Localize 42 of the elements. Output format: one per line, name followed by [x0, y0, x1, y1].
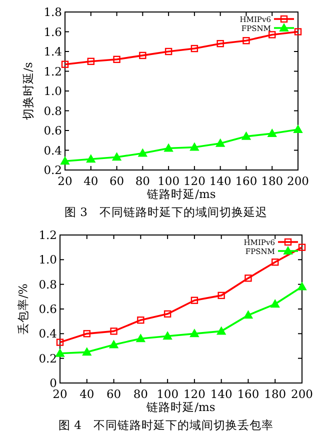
x-axis-title: 链路时延/ms — [146, 400, 216, 414]
x-tick-label: 180 — [264, 387, 286, 401]
x-tick-label: 40 — [80, 387, 94, 401]
y-tick-label: 1.8 — [44, 5, 62, 19]
y-tick-label: 0.4 — [44, 143, 62, 158]
x-tick-label: 20 — [52, 387, 68, 401]
x-tick-label: 200 — [291, 387, 313, 401]
caption: 图 3 不同链路时延下的域间切换延迟 — [64, 205, 268, 219]
x-tick-label: 60 — [109, 174, 124, 188]
y-tick-label: 1.2 — [38, 228, 57, 242]
y-axis-title: 丢包率/% — [16, 284, 30, 334]
x-tick-label: 80 — [135, 174, 150, 188]
x-tick-label: 160 — [235, 174, 258, 188]
y-tick-label: 0.4 — [38, 326, 57, 341]
y-tick-label: 0.6 — [44, 124, 62, 138]
x-tick-label: 120 — [183, 387, 206, 401]
y-tick-label: 0 — [50, 376, 57, 390]
y-tick-label: 1.2 — [44, 64, 62, 78]
y-tick-label: 1.0 — [38, 252, 57, 267]
x-tick-label: 100 — [158, 174, 180, 188]
y-tick-label: 0.8 — [44, 104, 62, 118]
x-axis-title: 链路时延/ms — [146, 187, 216, 201]
caption: 图 4 不同链路时延下的域间切换丢包率 — [58, 418, 274, 432]
y-tick-label: 1.0 — [44, 84, 62, 98]
y-tick-label: 0.6 — [38, 302, 57, 316]
x-tick-label: 200 — [287, 174, 309, 188]
y-axis-title: 切换时延/s — [21, 62, 35, 120]
x-tick-label: 180 — [261, 174, 284, 188]
y-tick-label: 1.6 — [44, 24, 62, 39]
y-tick-label: 1.4 — [44, 44, 62, 58]
x-tick-label: 120 — [183, 174, 206, 188]
x-tick-label: 160 — [237, 387, 260, 401]
x-tick-label: 140 — [210, 387, 232, 401]
x-tick-label: 60 — [106, 387, 122, 401]
y-tick-label: 0.2 — [44, 163, 62, 177]
x-tick-label: 40 — [84, 174, 98, 188]
x-tick-label: 100 — [156, 387, 179, 401]
y-tick-label: 0.2 — [38, 351, 57, 366]
x-tick-label: 80 — [133, 387, 148, 401]
y-tick-label: 0.8 — [38, 277, 57, 292]
x-tick-label: 20 — [58, 174, 72, 188]
x-tick-label: 140 — [209, 174, 232, 188]
